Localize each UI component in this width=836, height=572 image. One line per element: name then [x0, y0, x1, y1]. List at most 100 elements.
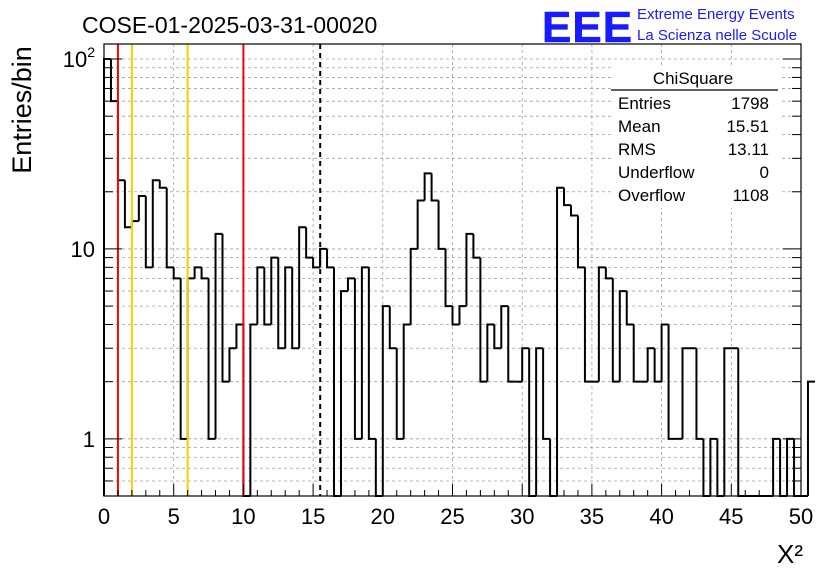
histogram-bin	[416, 199, 425, 249]
histogram-bin	[583, 267, 592, 383]
histogram-bin	[507, 306, 516, 383]
histogram-bin	[116, 101, 125, 182]
histogram-bin	[123, 180, 132, 229]
histogram-bin	[263, 267, 272, 326]
histogram-bin	[444, 248, 453, 308]
histogram-bin	[660, 323, 669, 382]
histogram-bin	[172, 267, 181, 280]
x-tick-label: 10	[231, 504, 255, 529]
marker-lines	[116, 44, 322, 496]
histogram-bin	[695, 348, 704, 440]
histogram-bin	[381, 305, 390, 496]
histogram-bin	[353, 278, 362, 440]
histogram-bin	[277, 257, 286, 350]
histogram-bin	[451, 306, 460, 326]
histogram-bin	[207, 278, 216, 440]
x-tick-label: 15	[301, 504, 325, 529]
histogram-bin	[667, 324, 676, 440]
x-tick-label: 0	[98, 504, 110, 529]
histogram-bin	[563, 187, 571, 207]
stats-row-label: RMS	[618, 140, 656, 159]
histogram-bin	[611, 278, 620, 383]
histogram-bin	[632, 324, 641, 383]
x-tick-label: 30	[510, 504, 534, 529]
histogram-bin	[165, 187, 174, 269]
histogram-bin	[556, 186, 565, 496]
stats-row-label: Underflow	[618, 163, 695, 182]
histogram-bin	[346, 277, 355, 292]
histogram-bin	[395, 348, 404, 440]
histogram-bin	[653, 348, 662, 383]
histogram-bin	[200, 267, 209, 280]
y-tick-label: 102	[63, 44, 95, 72]
histogram-bin	[806, 380, 815, 496]
histogram-bin	[500, 305, 509, 349]
histogram-bin	[681, 347, 690, 439]
histogram-bin	[137, 195, 146, 222]
histogram-bin	[486, 323, 495, 382]
histogram-bin	[256, 266, 265, 325]
histogram-bin	[618, 290, 627, 382]
axis-ticks: 0 5 10 15 20 25 30 35 40 45 50 1 10 102	[63, 44, 814, 529]
stats-row-value: 1798	[731, 94, 769, 113]
histogram-bin	[158, 180, 167, 189]
histogram-bin	[535, 347, 544, 496]
stats-rows: Entries 1798 Mean 15.51 RMS 13.11 Underflow 0 Ov…	[618, 94, 769, 205]
histogram-bin	[528, 348, 537, 497]
x-tick-label: 5	[168, 504, 180, 529]
histogram-bin	[284, 266, 293, 349]
x-tick-label: 50	[789, 504, 813, 529]
histogram-bin	[625, 291, 634, 326]
histogram-bin	[604, 267, 613, 280]
histogram-bin	[576, 215, 585, 269]
histogram-bin	[298, 226, 307, 349]
x-axis-label: X²	[777, 539, 803, 569]
histogram-bin	[151, 179, 160, 268]
histogram-bin	[521, 347, 530, 382]
x-tick-label: 35	[580, 504, 604, 529]
histogram-bin	[305, 227, 314, 259]
stats-box: ChiSquare Entries 1798 Mean 15.51 RMS 13.11 Un…	[611, 66, 781, 208]
histogram-bin	[709, 437, 718, 496]
histogram-bin	[479, 257, 488, 383]
histogram-bin	[235, 323, 244, 349]
histogram-bin	[186, 277, 195, 439]
stats-row-value: 0	[760, 163, 769, 182]
histogram-bin	[458, 305, 467, 325]
histogram-bin	[360, 266, 369, 439]
eee-logo: EEE Extreme Energy Events La Scienza nel…	[542, 3, 797, 53]
histogram-bin	[249, 323, 258, 496]
histogram-bin	[242, 324, 251, 497]
histogram-bin	[109, 59, 118, 103]
histogram-bin	[326, 248, 335, 269]
histogram-bin	[542, 348, 551, 440]
histogram-bin	[179, 278, 188, 440]
stats-row-label: Mean	[618, 117, 661, 136]
eee-logo-letters: EEE	[542, 3, 633, 52]
histogram-bin	[569, 205, 578, 217]
y-tick-label: 1	[83, 427, 95, 452]
histogram-bin	[312, 257, 321, 269]
histogram-bin	[402, 323, 411, 439]
histogram-bin	[646, 347, 655, 382]
x-tick-label: 40	[649, 504, 673, 529]
histogram-bin	[409, 247, 418, 325]
stats-row-label: Overflow	[618, 186, 686, 205]
histogram-bin	[291, 267, 300, 350]
stats-row-value: 15.51	[726, 117, 769, 136]
histogram-bin	[772, 437, 781, 496]
eee-logo-line1: Extreme Energy Events	[637, 6, 795, 23]
histogram-bin	[193, 266, 202, 279]
stats-box-title: ChiSquare	[653, 69, 733, 88]
stats-row-value: 13.11	[728, 140, 769, 159]
stats-row-label: Entries	[618, 94, 671, 113]
eee-logo-line2: La Scienza nelle Scuole	[637, 27, 797, 44]
y-tick-label: 10	[71, 237, 95, 262]
histogram-bin	[339, 290, 348, 496]
histogram-bin	[493, 324, 502, 350]
histogram-title: COSE-01-2025-03-31-00020	[82, 12, 377, 38]
histogram-bin	[423, 172, 432, 201]
histogram-bin	[103, 58, 111, 496]
histogram-bin	[228, 347, 237, 382]
